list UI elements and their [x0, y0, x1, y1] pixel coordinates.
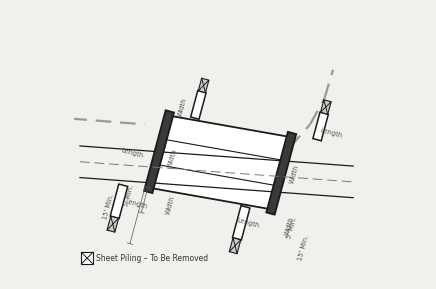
Text: Width: Width [289, 164, 300, 184]
Polygon shape [144, 110, 174, 193]
Polygon shape [229, 238, 241, 254]
Text: 5' Min.: 5' Min. [286, 217, 298, 240]
Text: 15' Min.: 15' Min. [297, 234, 309, 261]
Polygon shape [150, 116, 291, 209]
Polygon shape [266, 132, 296, 215]
Text: Length: Length [120, 147, 144, 159]
Text: Width: Width [177, 97, 188, 118]
Polygon shape [107, 216, 119, 232]
Text: 5' Min.: 5' Min. [123, 184, 135, 207]
Polygon shape [191, 90, 206, 119]
Text: Length: Length [237, 217, 261, 229]
Text: Width: Width [284, 216, 295, 236]
Text: Sheet Piling – To Be Removed: Sheet Piling – To Be Removed [96, 254, 208, 263]
Polygon shape [110, 184, 128, 218]
Polygon shape [232, 206, 250, 240]
Text: Length: Length [319, 127, 343, 139]
Polygon shape [313, 112, 328, 141]
Polygon shape [82, 252, 93, 264]
Text: Width: Width [167, 148, 177, 168]
Text: Width: Width [165, 195, 175, 215]
Text: 15' Min.: 15' Min. [102, 193, 115, 220]
Text: Length: Length [124, 198, 148, 210]
Polygon shape [320, 100, 331, 114]
Polygon shape [198, 78, 209, 93]
